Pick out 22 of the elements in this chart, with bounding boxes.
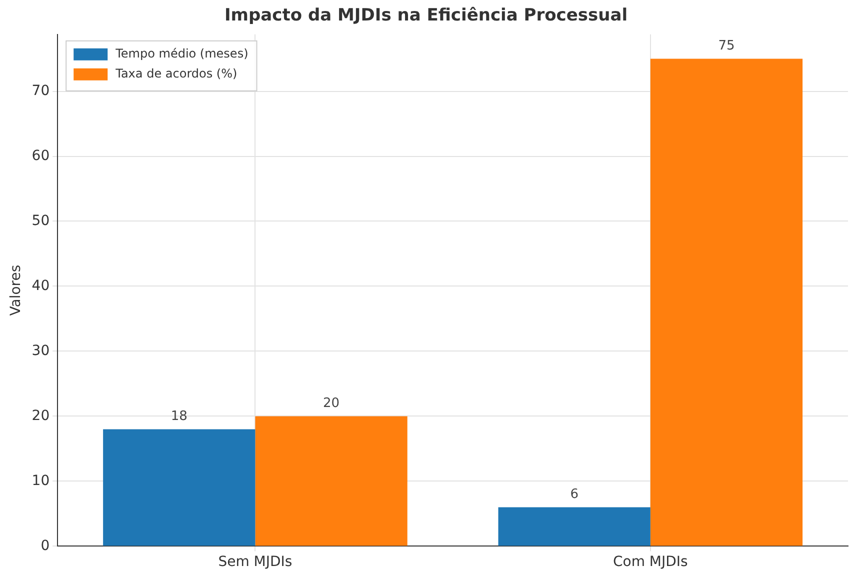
y-tick-label: 60 (32, 148, 50, 164)
y-tick-label: 50 (32, 212, 50, 229)
data-label: 18 (170, 409, 188, 424)
legend-label: Taxa de acordos (%) (114, 66, 238, 81)
y-tick-label: 20 (32, 408, 50, 424)
y-tick-label: 0 (40, 538, 50, 554)
chart-title: Impacto da MJDIs na Eficiência Processual (224, 6, 628, 26)
legend-label: Tempo médio (meses) (114, 46, 248, 61)
y-tick-label: 10 (32, 472, 50, 489)
bar (255, 416, 408, 546)
y-tick-label: 30 (32, 342, 50, 359)
bar (650, 58, 803, 546)
y-tick-label: 40 (32, 278, 50, 294)
y-tick-label: 70 (32, 82, 50, 99)
data-label: 20 (323, 396, 340, 412)
y-axis-title: Valores (8, 264, 24, 316)
data-label: 6 (570, 487, 578, 502)
x-tick-label: Com MJDIs (612, 554, 688, 570)
bar (103, 429, 256, 546)
data-label: 75 (718, 38, 735, 54)
x-tick-label: Sem MJDIs (218, 554, 292, 570)
bar (498, 507, 650, 546)
